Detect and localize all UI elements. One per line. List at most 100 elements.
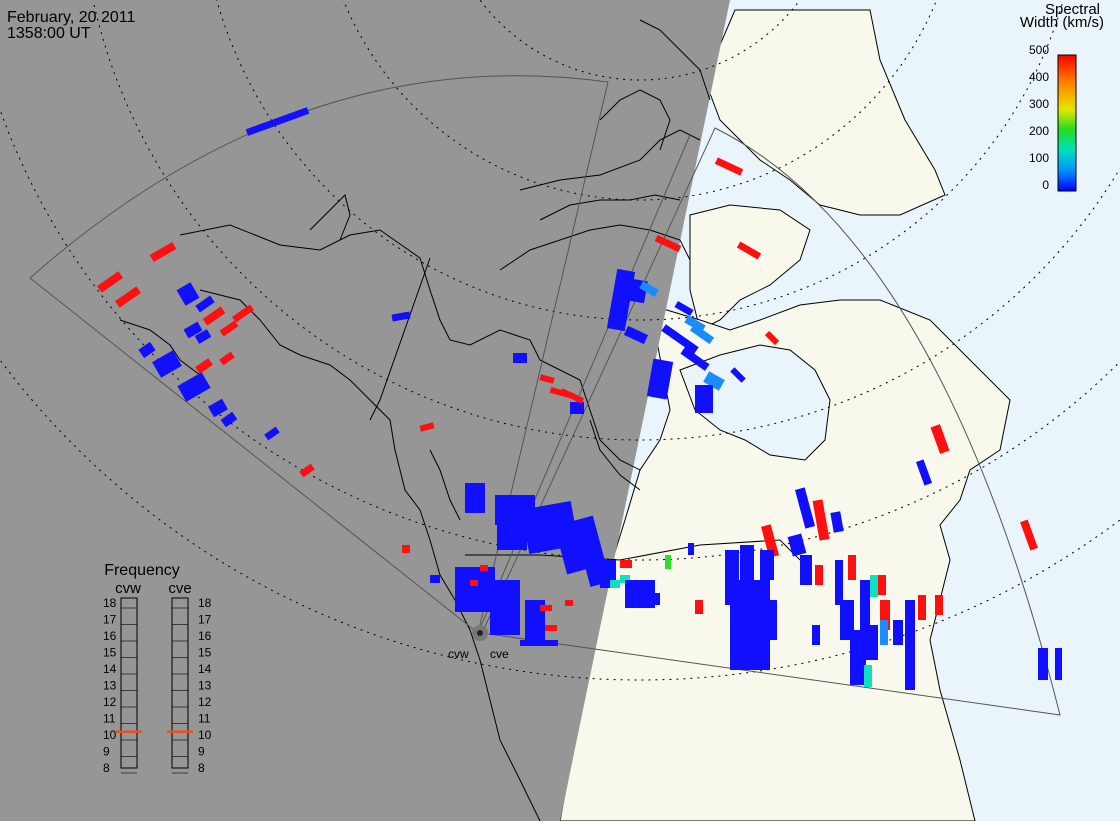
frequency-tick-right: 10 (198, 728, 212, 742)
scatter-cell (513, 353, 527, 363)
scatter-cell (1038, 648, 1048, 680)
scatter-cell (202, 306, 226, 326)
hudson-bay (679, 344, 831, 461)
frequency-tick-left: 9 (103, 745, 110, 759)
color-scale: Spectral Width (km/s) 500 400 300 200 100 0 (1020, 1, 1104, 192)
scatter-cell (654, 234, 682, 253)
frequency-tick-left: 8 (103, 761, 110, 775)
scatter-cell (152, 350, 182, 378)
scatter-cell (245, 107, 310, 136)
scatter-cell (864, 665, 872, 687)
scatter-cell (755, 600, 777, 640)
frequency-tick-left: 18 (103, 596, 117, 610)
scatter-cell (623, 325, 649, 345)
frequency-tick-left: 10 (103, 728, 117, 742)
color-scale-bar (1057, 54, 1077, 192)
frequency-tick-right: 12 (198, 695, 212, 709)
scatter-cell (570, 402, 584, 414)
scatter-cell (787, 533, 807, 557)
scatter-cell (764, 330, 780, 346)
scatter-cell (194, 329, 212, 344)
scatter-cell (760, 550, 774, 580)
scatter-cell (1020, 519, 1038, 551)
color-scale-tick-label: 0 (1042, 178, 1049, 192)
country-borders (369, 257, 801, 561)
frequency-tick-left: 11 (103, 712, 116, 726)
scatter-cell (545, 625, 557, 631)
scatter-cell (918, 595, 926, 620)
scatter-cell (430, 575, 440, 583)
scatter-cell (183, 321, 203, 339)
scatter-cell (219, 320, 239, 337)
color-scale-tick-label: 500 (1029, 43, 1049, 57)
frequency-tick-right: 14 (198, 662, 212, 676)
frequency-panel: Frequency cvw cve 18 18 17 17 16 16 15 15 14 14 13… (103, 562, 212, 775)
scatter-cell (1055, 648, 1062, 680)
scatter-cell (800, 555, 812, 585)
dayside-land (559, 9, 1011, 822)
frequency-title: Frequency (104, 562, 180, 579)
scatter-cell (905, 600, 915, 690)
scatter-cell (540, 605, 552, 611)
scatter-cell (695, 600, 703, 614)
scatter-cell (219, 351, 235, 366)
scatter-cell (391, 311, 411, 322)
scatter-cell (559, 388, 585, 404)
scatter-cell (606, 268, 636, 332)
scatter-cell (149, 242, 177, 262)
scatter-cell (880, 620, 888, 645)
scatter-cell (794, 487, 816, 529)
color-scale-tick-label: 300 (1029, 97, 1049, 111)
scatter-cell (220, 411, 238, 428)
frequency-tick-left: 15 (103, 646, 117, 660)
scatter-cell (520, 640, 550, 646)
scatter-cell (860, 580, 870, 610)
scatter-cell (930, 424, 950, 454)
scatter-cell (419, 422, 435, 432)
scatter-cell (835, 560, 843, 605)
color-scale-tick-label: 100 (1029, 151, 1049, 165)
color-scale-tick-label: 200 (1029, 124, 1049, 138)
scatter-cell (465, 483, 485, 513)
scatter-cell (661, 324, 699, 354)
scatter-cell (684, 315, 706, 333)
scatter-cell (115, 286, 141, 308)
frequency-tick-right: 13 (198, 679, 212, 693)
scatter-cell (870, 625, 878, 660)
scatter-cell (490, 580, 520, 635)
scatter-cell (470, 580, 478, 586)
scatter-cell (815, 565, 823, 585)
frequency-tick-left: 14 (103, 662, 117, 676)
scatter-cell (935, 595, 943, 615)
frequency-tick-left: 13 (103, 679, 117, 693)
frequency-tick-right: 9 (198, 745, 205, 759)
coastlines (119, 19, 711, 822)
scatter-cell (695, 385, 713, 413)
scatter-cell (714, 157, 744, 176)
scatter-cell (639, 281, 659, 297)
scatter-cell (893, 620, 903, 645)
scatter-cell (646, 358, 674, 400)
scatter-cell (480, 565, 488, 571)
scatter-cell (176, 282, 200, 306)
scatter-cell (565, 600, 573, 606)
scatter-cell (195, 295, 215, 313)
scatter-cell (138, 341, 156, 359)
frequency-tick-left: 12 (103, 695, 117, 709)
scatter-cell (231, 304, 255, 323)
color-scale-title-1: Spectral (1045, 1, 1100, 18)
scatter-cell (539, 374, 555, 384)
scatter-cell (761, 524, 779, 558)
scatter-cell (830, 511, 844, 533)
scatter-cell (740, 545, 754, 585)
scatter-cell (665, 555, 671, 569)
scatter-cell (299, 463, 315, 478)
scatter-cell (680, 347, 710, 371)
frequency-tick-right: 18 (198, 596, 212, 610)
date-label: February, 20 2011 (7, 9, 136, 26)
scatter-cell (703, 371, 725, 391)
scatter-cell (674, 300, 694, 317)
scatter-cell (620, 575, 630, 583)
frequency-tick-right: 17 (198, 613, 212, 627)
